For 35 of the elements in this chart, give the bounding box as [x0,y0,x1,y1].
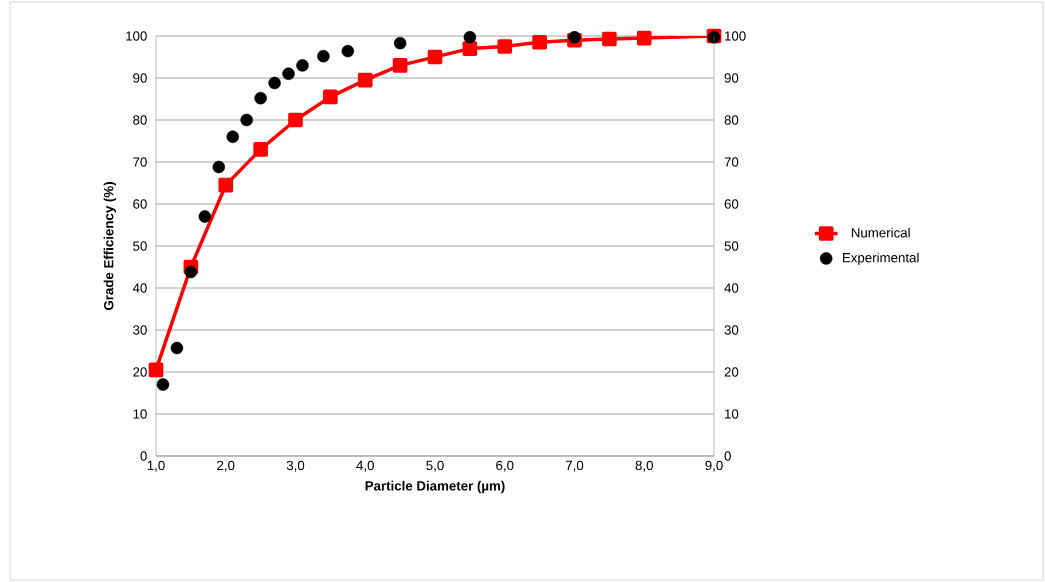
legend-label: Experimental [842,252,919,266]
y-tick-label: 60 [133,199,147,209]
y-tick-label: 100 [126,31,147,41]
y2-tick-label: 0 [724,451,731,461]
y2-tick-label: 80 [724,115,739,125]
y-tick-label: 40 [132,283,147,293]
x-tick-label: 8,0 [635,460,653,472]
x-tick-label: 4,0 [356,460,374,472]
y2-tick-label: 10 [725,409,739,419]
x-tick-label: 2,0 [217,460,235,472]
y-tick-label: 50 [133,241,147,251]
y-tick-label: 90 [133,73,147,83]
x-tick-label: 1,0 [147,460,165,472]
y-tick-label: 70 [133,157,147,167]
y2-tick-label: 60 [724,199,739,209]
y-tick-label: 30 [133,325,147,335]
legend-label: Numerical [851,227,910,238]
y2-tick-label: 90 [724,73,739,83]
y2-tick-label: 50 [724,241,739,251]
y2-tick-label: 100 [725,31,746,41]
y-tick-label: 20 [133,367,147,377]
y2-tick-label: 70 [724,157,739,167]
y-axis-title: Grade Efficiency (%) [103,182,117,311]
x-tick-label: 7,0 [565,460,584,472]
y2-tick-label: 30 [724,325,739,335]
x-tick-label: 6,0 [496,460,514,472]
y-tick-label: 80 [133,115,147,125]
y2-tick-label: 40 [724,283,739,293]
x-axis-title: Particle Diameter (µm) [365,480,505,494]
y2-tick-label: 20 [724,367,739,377]
x-tick-label: 9,0 [705,460,723,472]
y-tick-label: 0 [140,451,147,461]
x-tick-label: 3,0 [286,460,305,472]
y-tick-label: 10 [133,409,147,419]
x-tick-label: 5,0 [426,460,444,472]
